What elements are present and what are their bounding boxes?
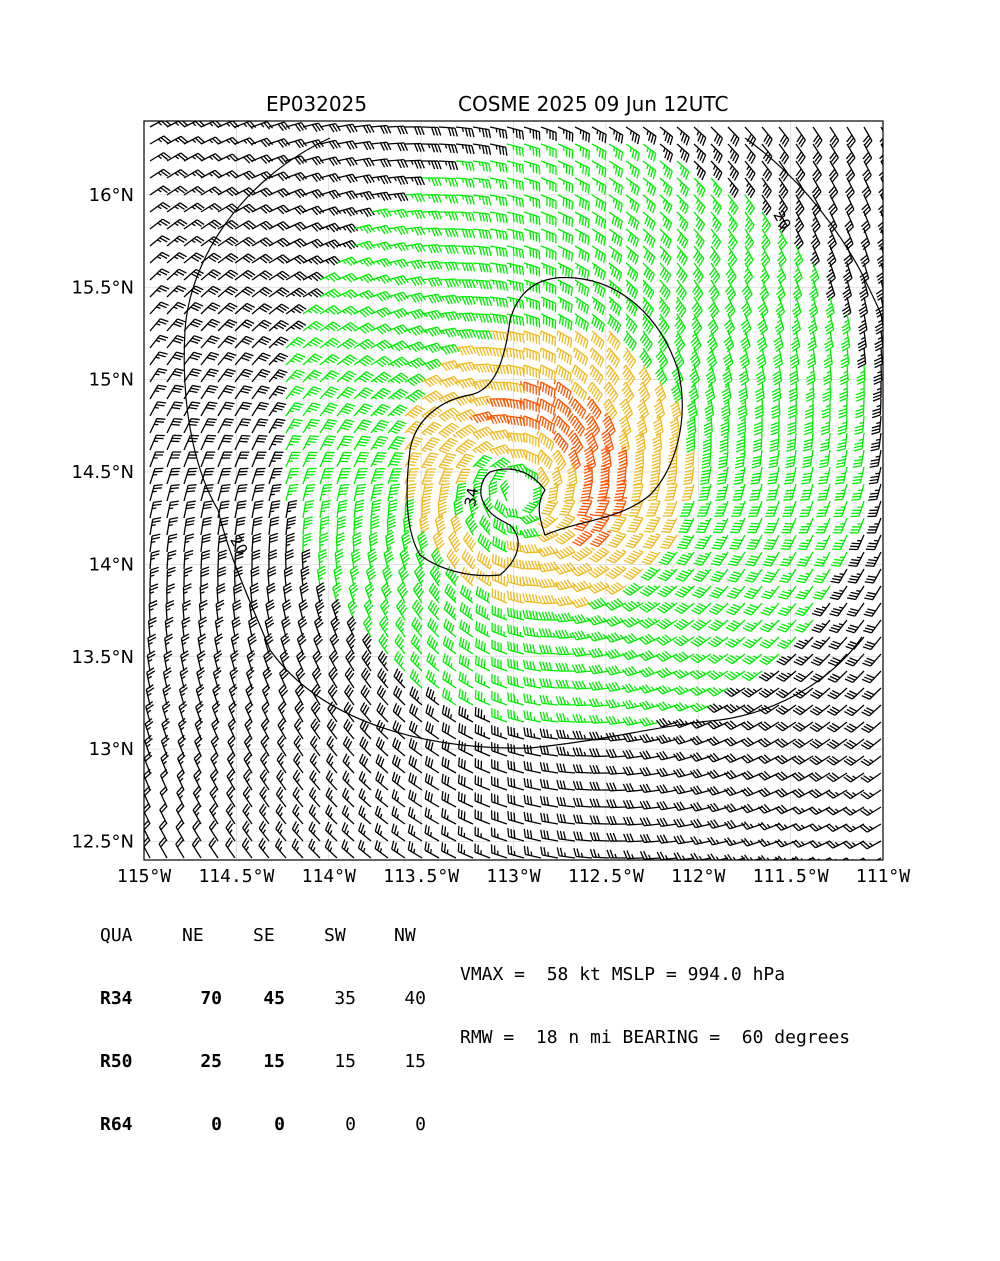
table-row-r64: R64 0 0 0 0 [100, 1114, 440, 1135]
stats-rmw-bearing: RMW = 18 n mi BEARING = 60 degrees [460, 1027, 850, 1048]
cell-se: 0 [245, 1114, 285, 1135]
contour-label: 34 [461, 486, 482, 508]
y-tick-label: 13°N [89, 739, 134, 760]
y-tick-label: 15°N [89, 370, 134, 391]
row-label: R50 [100, 1051, 133, 1072]
x-tick-label: 111°W [856, 866, 910, 887]
table-row-r50: R50 25 15 15 15 [100, 1051, 440, 1072]
col-header-quad: QUA [100, 925, 133, 946]
stats-vmax-mslp: VMAX = 58 kt MSLP = 994.0 hPa [460, 964, 850, 985]
x-tick-label: 112°W [671, 866, 725, 887]
cell-nw: 40 [386, 988, 426, 1009]
cell-sw: 35 [316, 988, 356, 1009]
y-tick-label: 12.5°N [71, 832, 134, 853]
col-header-se: SE [253, 925, 275, 946]
cell-ne: 70 [182, 988, 222, 1009]
cell-se: 15 [245, 1051, 285, 1072]
col-header-nw: NW [394, 925, 416, 946]
x-tick-label: 112.5°W [568, 866, 644, 887]
col-header-sw: SW [324, 925, 346, 946]
table-header-row: QUA NE SE SW NW [100, 925, 440, 946]
table-row-r34: R34 70 45 35 40 [100, 988, 440, 1009]
y-tick-label: 14.5°N [71, 462, 134, 483]
row-label: R64 [100, 1114, 133, 1135]
x-tick-label: 113°W [486, 866, 540, 887]
cell-sw: 0 [316, 1114, 356, 1135]
cell-nw: 15 [386, 1051, 426, 1072]
storm-stats: VMAX = 58 kt MSLP = 994.0 hPa RMW = 18 n… [460, 922, 850, 1069]
cell-ne: 25 [182, 1051, 222, 1072]
cell-nw: 0 [386, 1114, 426, 1135]
cell-sw: 15 [316, 1051, 356, 1072]
cell-se: 45 [245, 988, 285, 1009]
cell-ne: 0 [182, 1114, 222, 1135]
y-tick-label: 13.5°N [71, 647, 134, 668]
col-header-ne: NE [182, 925, 204, 946]
row-label: R34 [100, 988, 133, 1009]
wind-radii-table: QUA NE SE SW NW R34 70 45 35 40 R50 25 1… [100, 883, 440, 1156]
y-tick-label: 16°N [89, 185, 134, 206]
y-tick-label: 15.5°N [71, 277, 134, 298]
x-tick-label: 111.5°W [753, 866, 829, 887]
y-tick-label: 14°N [89, 554, 134, 575]
